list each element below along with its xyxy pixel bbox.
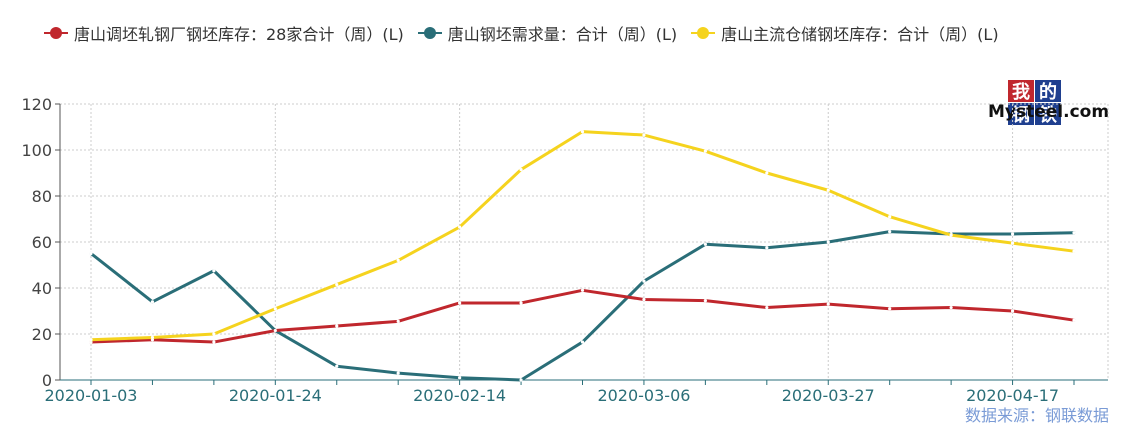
legend-marker-icon <box>417 26 442 40</box>
legend-marker-icon <box>44 26 68 40</box>
mysteel-logo: 我 的 钢 铁 Mysteel.com <box>988 80 1116 126</box>
data-point <box>1010 232 1015 236</box>
data-point <box>89 340 93 344</box>
series-line-1 <box>89 230 1076 382</box>
data-point <box>826 188 830 192</box>
data-point <box>1010 241 1015 245</box>
legend-label: 唐山主流仓储钢坯库存：合计（周）(L) <box>721 25 999 44</box>
data-point <box>826 240 830 244</box>
legend-label: 唐山钢坯需求量：合计（周）(L) <box>447 25 678 44</box>
y-tick-label: 100 <box>21 141 52 160</box>
legend-label: 唐山调坯轧钢厂钢坯库存：28家合计（周）(L) <box>74 25 404 44</box>
y-tick-label: 0 <box>42 371 52 390</box>
data-point <box>1010 309 1015 313</box>
data-point <box>1072 318 1076 322</box>
data-point <box>212 332 216 336</box>
data-point <box>888 307 892 311</box>
data-point <box>519 167 523 172</box>
data-point <box>765 246 769 250</box>
data-point <box>212 340 216 344</box>
data-point <box>949 233 953 237</box>
y-tick-label: 60 <box>32 233 52 252</box>
legend-item-warehouse-inventory[interactable]: 唐山主流仓储钢坯库存：合计（周）(L) <box>691 21 999 45</box>
data-point <box>888 230 892 234</box>
data-point <box>1072 231 1076 235</box>
series-line-0 <box>89 288 1076 344</box>
data-source-label: 数据来源：钢联数据 <box>964 406 1109 425</box>
x-tick-label: 2020-02-14 <box>413 386 506 405</box>
y-tick-label: 40 <box>32 279 52 298</box>
legend-item-billet-inventory-28[interactable]: 唐山调坯轧钢厂钢坯库存：28家合计（周）(L) <box>44 21 404 45</box>
data-point <box>396 258 400 262</box>
data-point <box>458 376 462 380</box>
y-tick-label: 80 <box>32 187 52 206</box>
x-tick-label: 2020-01-24 <box>229 386 322 405</box>
data-point <box>580 130 585 134</box>
data-point <box>642 297 646 302</box>
data-point <box>273 307 277 311</box>
data-point <box>642 133 646 137</box>
data-point <box>580 288 585 292</box>
data-point <box>703 242 707 246</box>
data-point <box>150 335 155 340</box>
data-point <box>765 305 769 310</box>
x-tick-label: 2020-03-27 <box>782 386 875 405</box>
logo-char: 的 <box>1035 80 1061 103</box>
data-point <box>458 225 462 229</box>
data-point <box>1072 249 1076 253</box>
data-point <box>396 371 400 375</box>
logo-char: 铁 <box>1035 103 1061 126</box>
data-point <box>826 302 830 306</box>
logo-text: Mysteel.com <box>988 102 1110 122</box>
legend-item-billet-demand[interactable]: 唐山钢坯需求量：合计（周）(L) <box>417 21 678 45</box>
data-point <box>703 299 707 303</box>
data-point <box>703 149 707 153</box>
data-point <box>89 338 93 342</box>
data-point <box>519 301 523 305</box>
data-point <box>580 340 585 344</box>
data-point <box>335 364 339 368</box>
legend-marker-icon <box>691 26 716 40</box>
logo-char: 钢 <box>1008 103 1034 126</box>
data-point <box>335 282 339 287</box>
x-tick-label: 2020-03-06 <box>597 386 690 405</box>
data-point <box>642 279 646 283</box>
data-point <box>519 378 523 382</box>
data-point <box>273 328 277 333</box>
chart-legend: 唐山调坯轧钢厂钢坯库存：28家合计（周）(L) 唐山钢坯需求量：合计（周）(L)… <box>44 21 1013 45</box>
data-point <box>458 301 462 305</box>
logo-char: 我 <box>1008 80 1034 103</box>
data-point <box>396 319 400 323</box>
y-tick-label: 20 <box>32 325 52 344</box>
data-point <box>150 300 155 304</box>
data-point <box>89 251 93 256</box>
data-point <box>335 324 339 328</box>
y-tick-label: 120 <box>21 95 52 114</box>
data-point <box>949 305 953 310</box>
data-point <box>765 171 769 175</box>
x-tick-label: 2020-04-17 <box>966 386 1059 405</box>
x-tick-label: 2020-01-03 <box>45 386 138 405</box>
data-point <box>888 215 892 219</box>
data-point <box>212 269 216 273</box>
